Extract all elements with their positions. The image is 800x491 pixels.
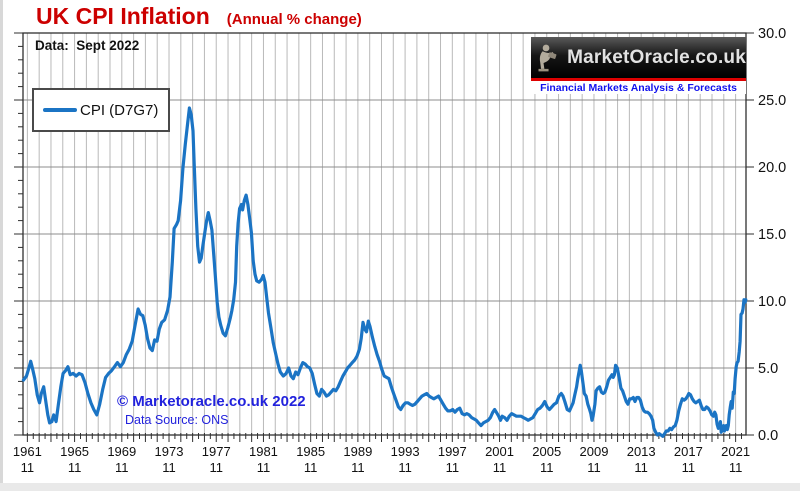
x-tick-sublabel: 11 xyxy=(729,460,743,475)
y-tick-label: 25.0 xyxy=(758,93,786,109)
y-tick-label: 15.0 xyxy=(758,227,786,243)
x-tick-sublabel: 11 xyxy=(209,460,223,475)
x-tick-label: 1993 xyxy=(391,444,420,459)
x-tick-label: 2005 xyxy=(532,444,561,459)
statue-icon xyxy=(538,44,557,71)
x-tick-label: 1969 xyxy=(107,444,136,459)
series-CPI (D7G7) xyxy=(21,106,748,438)
x-tick-sublabel: 11 xyxy=(21,460,35,475)
x-tick-sublabel: 11 xyxy=(493,460,507,475)
watermark-copyright: © Marketoracle.co.uk 2022 xyxy=(117,393,306,410)
x-tick-label: 1965 xyxy=(60,444,89,459)
x-tick-label: 1973 xyxy=(155,444,184,459)
legend-label: CPI (D7G7) xyxy=(80,101,159,119)
marketoracle-logo[interactable]: MarketOracle.co.uk Financial Markets Ana… xyxy=(531,37,746,94)
logo-name: MarketOracle.co.uk xyxy=(567,46,746,68)
x-tick-label: 2017 xyxy=(674,444,703,459)
x-tick-sublabel: 11 xyxy=(257,460,271,475)
x-tick-label: 2009 xyxy=(580,444,609,459)
logo-tagline: Financial Markets Analysis & Forecasts xyxy=(531,81,746,94)
x-tick-sublabel: 11 xyxy=(398,460,412,475)
x-tick-sublabel: 11 xyxy=(540,460,554,475)
x-tick-label: 2001 xyxy=(485,444,514,459)
y-tick-label: 10.0 xyxy=(758,294,786,310)
x-tick-sublabel: 11 xyxy=(682,460,696,475)
page-title: UK CPI Inflation xyxy=(36,3,210,29)
chart-title: UK CPI Inflation (Annual % change) xyxy=(36,3,362,30)
x-tick-label: 1985 xyxy=(296,444,325,459)
logo-banner: MarketOracle.co.uk xyxy=(531,37,746,78)
x-tick-sublabel: 11 xyxy=(68,460,82,475)
y-tick-label: 0.0 xyxy=(758,428,778,444)
page-subtitle: (Annual % change) xyxy=(226,11,362,28)
x-tick-label: 1977 xyxy=(202,444,231,459)
page-bottom-border xyxy=(0,483,800,491)
legend-line-swatch xyxy=(43,108,77,112)
x-tick-label: 1981 xyxy=(249,444,278,459)
x-tick-label: 1989 xyxy=(343,444,372,459)
x-tick-sublabel: 11 xyxy=(304,460,318,475)
y-tick-label: 30.0 xyxy=(758,26,786,42)
x-tick-sublabel: 11 xyxy=(634,460,648,475)
axes xyxy=(14,32,754,442)
axis-labels: 1961111965111969111973111977111981111985… xyxy=(13,26,786,475)
x-tick-sublabel: 11 xyxy=(446,460,460,475)
x-tick-sublabel: 11 xyxy=(587,460,601,475)
cpi-line xyxy=(21,106,748,438)
x-tick-label: 2021 xyxy=(721,444,750,459)
x-tick-label: 1961 xyxy=(13,444,42,459)
x-tick-sublabel: 11 xyxy=(162,460,176,475)
y-tick-label: 5.0 xyxy=(758,361,778,377)
data-date-note: Data: Sept 2022 xyxy=(35,38,140,53)
x-tick-label: 2013 xyxy=(627,444,656,459)
x-tick-label: 1997 xyxy=(438,444,467,459)
watermark-data-source: Data Source: ONS xyxy=(125,413,229,427)
y-tick-label: 20.0 xyxy=(758,160,786,176)
x-tick-sublabel: 11 xyxy=(351,460,365,475)
legend-box: CPI (D7G7) xyxy=(32,88,170,132)
page-left-border xyxy=(0,0,3,491)
logo-red-stripe xyxy=(531,78,746,81)
x-tick-sublabel: 11 xyxy=(115,460,129,475)
